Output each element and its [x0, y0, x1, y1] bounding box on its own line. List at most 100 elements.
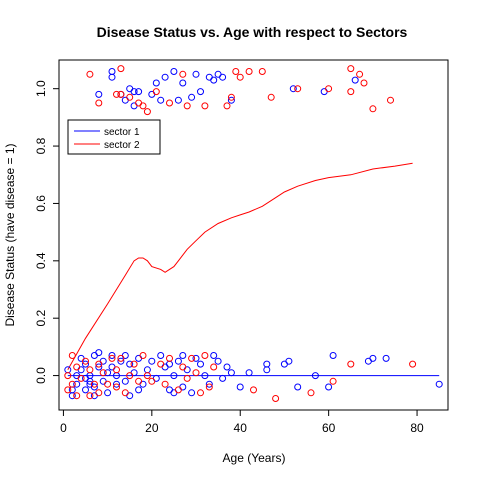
data-point-sector2 — [180, 71, 186, 77]
data-point-sector2 — [74, 364, 80, 370]
data-point-sector1 — [175, 97, 181, 103]
data-point-sector2 — [357, 71, 363, 77]
data-point-sector1 — [370, 355, 376, 361]
data-point-sector2 — [131, 361, 137, 367]
data-point-sector2 — [96, 390, 102, 396]
data-point-sector1 — [228, 370, 234, 376]
data-point-sector1 — [198, 89, 204, 95]
data-point-sector1 — [175, 358, 181, 364]
data-point-sector1 — [78, 367, 84, 373]
data-point-sector2 — [180, 364, 186, 370]
legend: sector 1 sector 2 — [68, 120, 160, 154]
data-point-sector2 — [330, 378, 336, 384]
data-point-sector1 — [198, 361, 204, 367]
data-point-sector1 — [180, 353, 186, 359]
data-point-sector1 — [136, 355, 142, 361]
data-point-sector1 — [158, 97, 164, 103]
data-point-sector1 — [122, 378, 128, 384]
data-point-sector2 — [184, 375, 190, 381]
data-point-sector1 — [211, 353, 217, 359]
data-point-sector1 — [167, 361, 173, 367]
legend-label-sector1: sector 1 — [104, 127, 140, 138]
data-point-sector2 — [100, 370, 106, 376]
data-point-sector2 — [268, 94, 274, 100]
data-point-sector2 — [370, 106, 376, 112]
x-tick-label: 40 — [234, 421, 248, 435]
chart-title: Disease Status vs. Age with respect to S… — [97, 24, 408, 40]
data-point-sector2 — [202, 103, 208, 109]
data-point-sector1 — [91, 353, 97, 359]
data-point-sector1 — [100, 358, 106, 364]
data-point-sector2 — [114, 367, 120, 373]
data-point-sector1 — [96, 91, 102, 97]
data-point-sector2 — [105, 381, 111, 387]
data-point-sector1 — [286, 358, 292, 364]
data-point-sector1 — [136, 387, 142, 393]
y-tick-label: 0.0 — [34, 367, 48, 384]
data-point-sector1 — [189, 94, 195, 100]
y-tick-label: 0.8 — [34, 137, 48, 154]
data-point-sector2 — [189, 355, 195, 361]
data-point-sector2 — [308, 390, 314, 396]
data-point-sector2 — [326, 86, 332, 92]
data-point-sector2 — [162, 381, 168, 387]
data-point-sector2 — [127, 94, 133, 100]
data-point-sector1 — [326, 384, 332, 390]
data-point-sector1 — [180, 80, 186, 86]
data-point-sector1 — [149, 358, 155, 364]
data-point-sector2 — [87, 393, 93, 399]
data-point-sector1 — [180, 384, 186, 390]
data-point-sector1 — [153, 80, 159, 86]
y-axis-label: Disease Status (have disease = 1) — [3, 143, 17, 326]
data-point-sector2 — [361, 80, 367, 86]
data-point-sector1 — [167, 387, 173, 393]
data-point-sector2 — [136, 100, 142, 106]
data-point-sector2 — [295, 86, 301, 92]
data-point-sector1 — [109, 74, 115, 80]
data-point-sector2 — [348, 66, 354, 72]
data-point-sector1 — [162, 364, 168, 370]
data-point-sector1 — [436, 381, 442, 387]
data-point-sector2 — [224, 103, 230, 109]
y-tick-label: 0.2 — [34, 310, 48, 327]
data-point-sector1 — [246, 370, 252, 376]
data-point-sector2 — [122, 390, 128, 396]
data-point-sector1 — [105, 390, 111, 396]
data-point-sector1 — [383, 355, 389, 361]
data-point-sector1 — [193, 71, 199, 77]
x-tick-label: 60 — [322, 421, 336, 435]
data-point-sector2 — [251, 387, 257, 393]
data-point-sector1 — [321, 89, 327, 95]
data-point-sector2 — [167, 100, 173, 106]
data-point-sector2 — [348, 89, 354, 95]
series-lines — [68, 163, 439, 375]
plot-frame — [59, 60, 448, 410]
data-point-sector1 — [131, 370, 137, 376]
x-tick-label: 0 — [60, 421, 67, 435]
y-tick-label: 1.0 — [34, 80, 48, 97]
data-point-sector2 — [410, 361, 416, 367]
data-point-sector1 — [189, 390, 195, 396]
data-point-sector2 — [136, 378, 142, 384]
data-point-sector1 — [206, 74, 212, 80]
data-point-sector1 — [220, 375, 226, 381]
data-point-sector1 — [162, 74, 168, 80]
data-point-sector2 — [193, 370, 199, 376]
data-point-sector2 — [65, 387, 71, 393]
data-point-sector2 — [140, 103, 146, 109]
data-point-sector1 — [184, 367, 190, 373]
data-point-sector1 — [352, 77, 358, 83]
series-points — [65, 66, 442, 402]
data-point-sector1 — [122, 97, 128, 103]
data-point-sector2 — [259, 69, 265, 75]
data-point-sector1 — [127, 86, 133, 92]
data-point-sector1 — [158, 353, 164, 359]
data-point-sector2 — [167, 355, 173, 361]
data-point-sector1 — [144, 367, 150, 373]
data-point-sector2 — [237, 74, 243, 80]
legend-label-sector2: sector 2 — [104, 140, 140, 151]
data-point-sector2 — [87, 71, 93, 77]
data-point-sector1 — [78, 355, 84, 361]
data-point-sector2 — [87, 367, 93, 373]
